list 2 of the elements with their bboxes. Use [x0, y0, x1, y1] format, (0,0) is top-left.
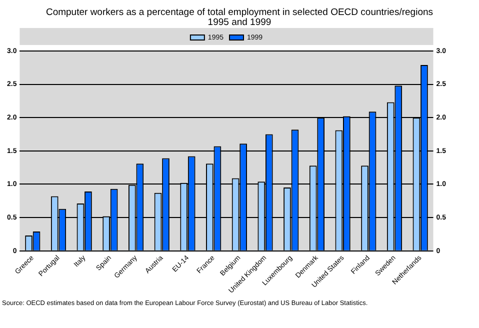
- chart-subtitle: 1995 and 1999: [206, 17, 272, 28]
- chart-title: Computer workers as a percentage of total employment in selected OECD countries/regions: [44, 7, 434, 18]
